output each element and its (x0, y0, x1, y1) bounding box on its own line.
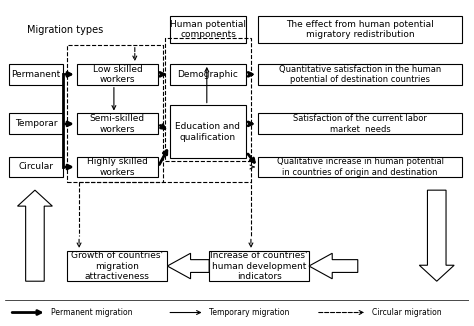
Text: Satisfaction of the current labor
market  needs: Satisfaction of the current labor market… (293, 114, 427, 134)
FancyBboxPatch shape (9, 156, 63, 177)
FancyBboxPatch shape (209, 251, 309, 281)
Text: Circular: Circular (18, 162, 54, 171)
FancyBboxPatch shape (258, 156, 462, 177)
Polygon shape (167, 253, 209, 279)
FancyBboxPatch shape (170, 106, 246, 158)
FancyBboxPatch shape (258, 113, 462, 134)
Text: Growth of countries'
migration
attractiveness: Growth of countries' migration attractiv… (72, 251, 164, 281)
Polygon shape (309, 253, 358, 279)
FancyBboxPatch shape (9, 64, 63, 85)
Text: Permanent migration: Permanent migration (51, 308, 133, 317)
Polygon shape (18, 190, 52, 281)
Text: Low skilled
workers: Low skilled workers (92, 65, 142, 84)
Text: Qualitative increase in human potential
in countries of origin and destination: Qualitative increase in human potential … (277, 157, 444, 177)
Text: Migration types: Migration types (27, 25, 103, 35)
Text: Human potential
components: Human potential components (170, 20, 246, 39)
FancyBboxPatch shape (170, 16, 246, 43)
FancyBboxPatch shape (67, 251, 167, 281)
Text: The effect from human potential
migratory redistribution: The effect from human potential migrator… (286, 20, 434, 39)
Text: Demographic: Demographic (178, 70, 238, 79)
FancyBboxPatch shape (170, 64, 246, 85)
Text: Circular migration: Circular migration (372, 308, 441, 317)
Text: Semi-skilled
workers: Semi-skilled workers (90, 114, 145, 134)
Polygon shape (419, 190, 454, 281)
Text: Quantitative satisfaction in the human
potential of destination countries: Quantitative satisfaction in the human p… (279, 65, 441, 84)
Text: Increase of countries'
human development
indicators: Increase of countries' human development… (210, 251, 308, 281)
FancyBboxPatch shape (77, 113, 158, 134)
FancyBboxPatch shape (77, 64, 158, 85)
Text: Highly skilled
workers: Highly skilled workers (87, 157, 148, 177)
FancyBboxPatch shape (258, 16, 462, 43)
FancyBboxPatch shape (77, 156, 158, 177)
Text: Temporar: Temporar (15, 119, 57, 128)
FancyBboxPatch shape (9, 113, 63, 134)
FancyBboxPatch shape (258, 64, 462, 85)
Text: Temporary migration: Temporary migration (209, 308, 290, 317)
Text: Education and
qualification: Education and qualification (175, 122, 240, 141)
Text: Permanent: Permanent (11, 70, 61, 79)
